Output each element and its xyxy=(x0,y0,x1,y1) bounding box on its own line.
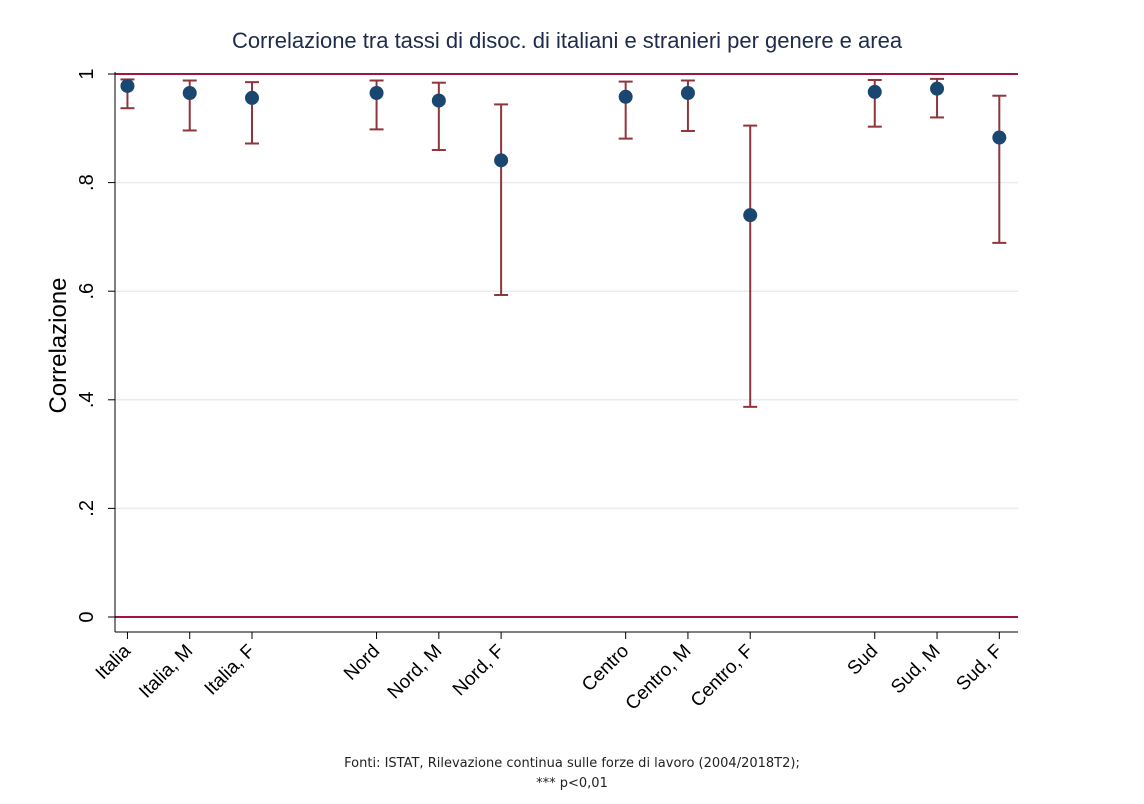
source-note: Fonti: ISTAT, Rilevazione continua sulle… xyxy=(344,756,800,771)
x-tick-label: Sud xyxy=(844,641,883,680)
data-point xyxy=(618,89,633,104)
data-point xyxy=(867,84,882,99)
y-axis-title: Correlazione xyxy=(45,277,72,413)
data-point xyxy=(431,93,446,108)
chart-area: Correlazione tra tassi di disoc. di ital… xyxy=(45,28,1018,715)
significance-note: *** p<0,01 xyxy=(536,776,608,791)
data-point xyxy=(992,130,1007,145)
x-tick-label: Sud, F xyxy=(952,641,1006,695)
y-tick-label: .2 xyxy=(76,500,98,517)
x-tick-label: Nord, F xyxy=(449,641,509,701)
data-point xyxy=(245,90,260,105)
data-point xyxy=(743,208,758,223)
y-tick-label: 1 xyxy=(76,68,98,79)
data-point xyxy=(494,153,509,168)
data-point xyxy=(369,86,384,101)
x-tick-label: Centro, F xyxy=(687,641,758,712)
x-tick-label: Italia, F xyxy=(201,641,260,700)
x-tick-label: Italia, M xyxy=(135,641,197,703)
x-tick-label: Centro xyxy=(578,641,633,696)
x-tick-label: Italia xyxy=(92,640,136,684)
x-tick-label: Nord, M xyxy=(384,641,447,704)
x-tick-label: Centro, M xyxy=(622,641,696,715)
x-tick-label: Nord xyxy=(340,641,384,685)
data-point xyxy=(930,81,945,96)
x-tick-label: Sud, M xyxy=(887,641,944,698)
correlation-chart: Correlazione tra tassi di disoc. di ital… xyxy=(45,28,1018,715)
y-tick-label: 0 xyxy=(76,611,98,622)
data-point xyxy=(680,86,695,101)
y-tick-label: .8 xyxy=(76,174,98,191)
data-point xyxy=(120,78,135,93)
chart-title: Correlazione tra tassi di disoc. di ital… xyxy=(232,28,903,53)
y-tick-label: .4 xyxy=(76,391,98,408)
data-point xyxy=(182,86,197,101)
y-tick-label: .6 xyxy=(76,283,98,300)
